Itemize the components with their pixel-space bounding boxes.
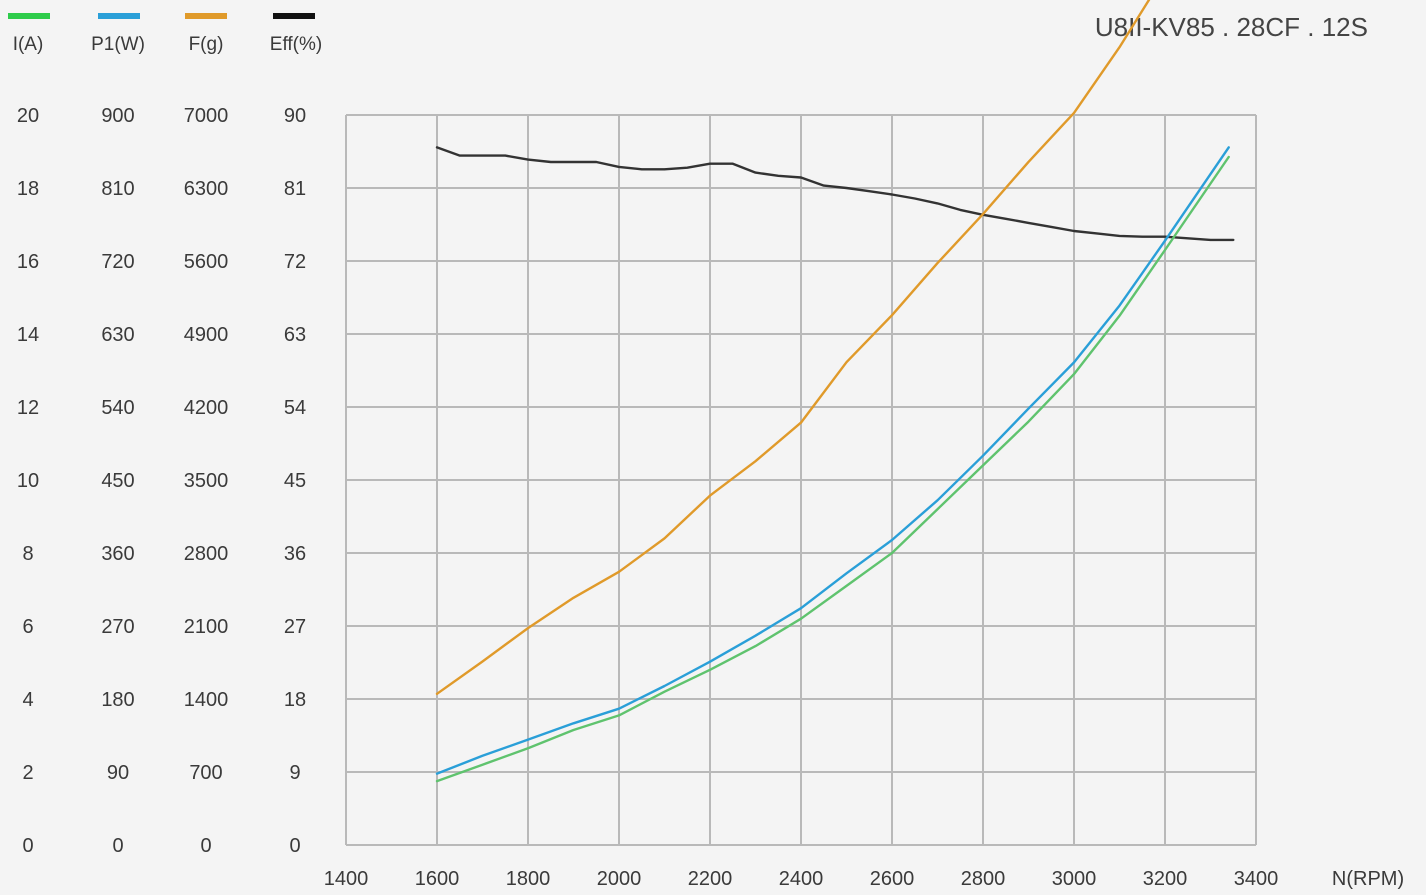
- y-tick-label: 20: [17, 105, 39, 127]
- y-tick-label: 0: [112, 835, 123, 857]
- y-tick-label: 9: [289, 762, 300, 784]
- y-tick-label: 36: [284, 543, 306, 565]
- y-tick-label: 3500: [184, 470, 229, 492]
- y-tick-label: 90: [107, 762, 129, 784]
- grid: [345, 114, 1257, 846]
- legend-label: I(A): [13, 34, 44, 55]
- y-tick-label: 4900: [184, 324, 229, 346]
- y-tick-label: 4: [22, 689, 33, 711]
- y-tick-label: 45: [284, 470, 306, 492]
- x-tick-label: 3200: [1143, 868, 1188, 890]
- x-tick-label: 3400: [1234, 868, 1279, 890]
- y-tick-label: 1400: [184, 689, 229, 711]
- y-tick-label: 12: [17, 397, 39, 419]
- y-tick-label: 16: [17, 251, 39, 273]
- y-tick-label: 90: [284, 105, 306, 127]
- y-tick-label: 360: [101, 543, 134, 565]
- y-tick-label: 27: [284, 616, 306, 638]
- y-tick-label: 700: [189, 762, 222, 784]
- y-tick-label: 0: [289, 835, 300, 857]
- series-line: [435, 0, 1151, 695]
- x-tick-label: 1800: [506, 868, 551, 890]
- y-tick-label: 450: [101, 470, 134, 492]
- legend-label: P1(W): [91, 34, 145, 55]
- y-axes: 0246810121416182009018027036045054063072…: [17, 105, 306, 857]
- y-tick-label: 72: [284, 251, 306, 273]
- y-tick-label: 2800: [184, 543, 229, 565]
- chart-title: U8II-KV85 . 28CF . 12S: [1095, 12, 1368, 42]
- y-tick-label: 0: [22, 835, 33, 857]
- legend-label: Eff(%): [270, 34, 322, 55]
- y-tick-label: 4200: [184, 397, 229, 419]
- x-tick-label: 2800: [961, 868, 1006, 890]
- y-tick-label: 7000: [184, 105, 229, 127]
- y-tick-label: 10: [17, 470, 39, 492]
- y-tick-label: 900: [101, 105, 134, 127]
- y-tick-label: 180: [101, 689, 134, 711]
- y-tick-label: 54: [284, 397, 306, 419]
- x-tick-label: 2600: [870, 868, 915, 890]
- x-tick-label: 1400: [324, 868, 369, 890]
- x-axis-label: N(RPM): [1332, 868, 1404, 890]
- y-tick-label: 720: [101, 251, 134, 273]
- y-tick-label: 6300: [184, 178, 229, 200]
- y-tick-label: 14: [17, 324, 39, 346]
- x-tick-label: 3000: [1052, 868, 1097, 890]
- y-tick-label: 81: [284, 178, 306, 200]
- x-tick-label: 2200: [688, 868, 733, 890]
- y-tick-label: 6: [22, 616, 33, 638]
- y-tick-label: 630: [101, 324, 134, 346]
- series: [435, 0, 1235, 783]
- legend: I(A) P1(W) F(g) Eff(%): [8, 13, 322, 55]
- series-line: [435, 146, 1235, 242]
- y-tick-label: 18: [284, 689, 306, 711]
- x-tick-label: 2000: [597, 868, 642, 890]
- y-tick-label: 270: [101, 616, 134, 638]
- y-tick-label: 8: [22, 543, 33, 565]
- y-tick-label: 5600: [184, 251, 229, 273]
- x-axis: 1400 1600 1800 2000 2200 2400 2600 2800 3000 3200…: [324, 868, 1279, 890]
- y-tick-label: 2100: [184, 616, 229, 638]
- x-tick-label: 1600: [415, 868, 460, 890]
- y-tick-label: 540: [101, 397, 134, 419]
- y-tick-label: 0: [200, 835, 211, 857]
- series-line: [435, 146, 1230, 775]
- x-tick-label: 2400: [779, 868, 824, 890]
- y-tick-label: 2: [22, 762, 33, 784]
- legend-label: F(g): [189, 34, 224, 55]
- y-tick-label: 63: [284, 324, 306, 346]
- y-tick-label: 18: [17, 178, 39, 200]
- y-tick-label: 810: [101, 178, 134, 200]
- series-line: [435, 155, 1230, 783]
